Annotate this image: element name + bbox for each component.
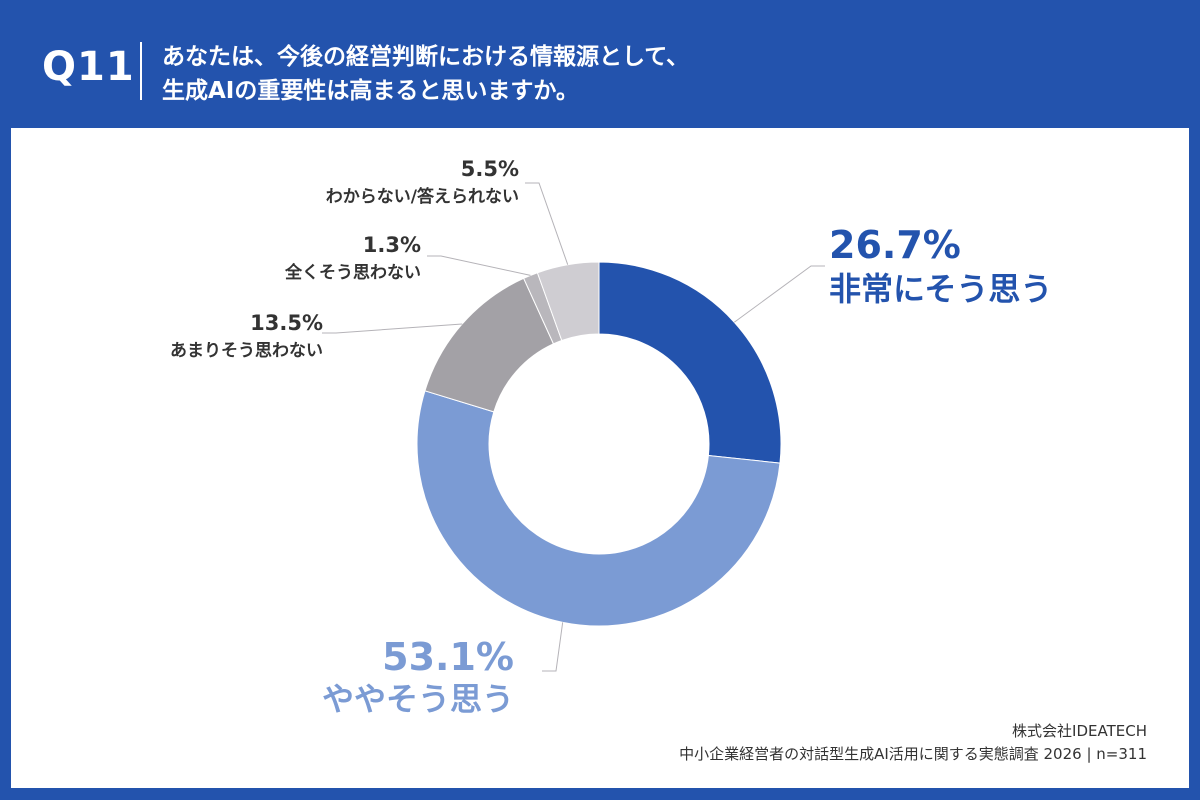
leader-line-1 (542, 622, 564, 672)
question-line-2: 生成AIの重要性は高まると思いますか。 (162, 78, 579, 104)
slice-value-label-2: 13.5% (250, 311, 323, 335)
slice-category-label-4: わからない/答えられない (326, 186, 519, 207)
slice-category-label-1: ややそう思う (322, 680, 514, 718)
question-line-1: あなたは、今後の経営判断における情報源として、 (162, 44, 690, 70)
leader-line-4 (525, 182, 569, 265)
donut-slice-4 (536, 261, 600, 342)
footer-company: 株式会社IDEATECH (1012, 722, 1147, 740)
donut-slice-0 (598, 261, 782, 464)
slice-category-label-2: あまりそう思わない (170, 341, 323, 361)
header: Q11 あなたは、今後の経営判断における情報源として、 生成AIの重要性は高まる… (0, 0, 1200, 125)
chart-panel: 26.7% 非常にそう思う 53.1% ややそう思う 13.5% あまりそう思わない 1.3… (11, 128, 1189, 788)
slice-value-label-1: 53.1% (382, 635, 514, 679)
slice-category-label-0: 非常にそう思う (829, 270, 1052, 308)
donut-slice-1 (416, 390, 781, 627)
question-number: Q11 (42, 44, 135, 90)
slice-category-label-3: 全くそう思わない (284, 262, 421, 283)
question-text: あなたは、今後の経営判断における情報源として、 生成AIの重要性は高まると思いま… (162, 40, 689, 108)
donut-chart: 26.7%非常にそう思う 53.1%ややそう思う 13.5% あまりそう思わない 1.3… (170, 157, 1052, 718)
footer: 株式会社IDEATECH 中小企業経営者の対話型生成AI活用に関する実態調査 2… (679, 720, 1147, 766)
header-divider (140, 42, 142, 100)
leader-line-0 (733, 265, 825, 323)
slice-value-label-4: 5.5% (461, 157, 519, 181)
slice-value-label-3: 1.3% (363, 233, 421, 257)
footer-survey: 中小企業経営者の対話型生成AI活用に関する実態調査 2026 | n=311 (679, 745, 1147, 763)
leader-line-3 (427, 255, 531, 276)
slice-value-label-0: 26.7% (829, 223, 961, 267)
leader-line-2 (322, 323, 463, 334)
